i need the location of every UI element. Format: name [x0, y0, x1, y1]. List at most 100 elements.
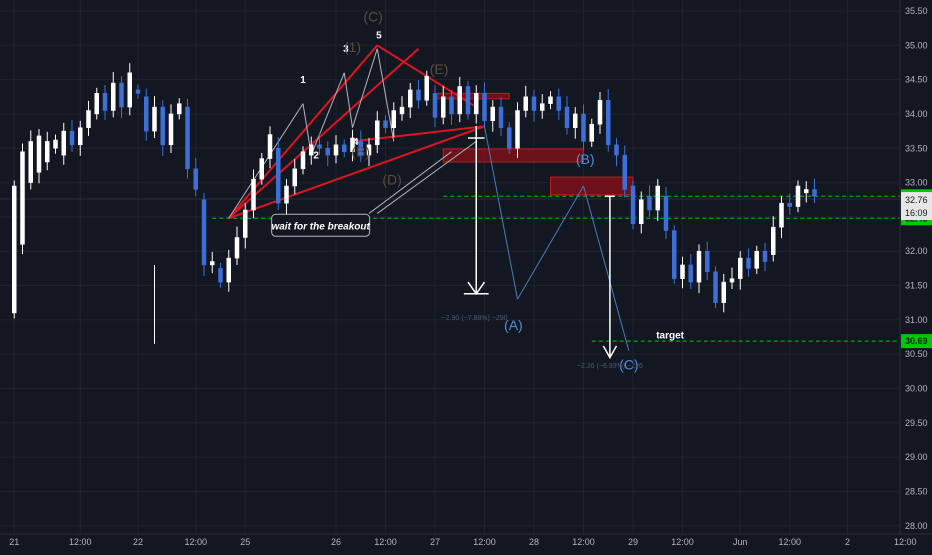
- price-tag: [901, 334, 932, 349]
- resistance-zone: [550, 176, 634, 196]
- time-tick-label: 12:00: [671, 537, 694, 547]
- wave-label-c: (C): [619, 356, 638, 372]
- trend-line-wedge-lower: [352, 125, 485, 143]
- price-axis-bg: [900, 0, 932, 550]
- price-tick-label: 28.00: [905, 521, 928, 531]
- candle-body: [457, 86, 462, 115]
- grid: [0, 0, 906, 534]
- time-tick-label: 12:00: [778, 537, 801, 547]
- countdown-label: 16:09: [905, 208, 928, 218]
- candle-body: [391, 110, 396, 128]
- time-tick-label: 12:00: [184, 537, 207, 547]
- candle-body: [548, 96, 553, 104]
- callout-leader: [376, 140, 477, 214]
- wave-line: [228, 103, 304, 219]
- time-tick-label: 21: [9, 537, 19, 547]
- candle-body: [259, 158, 264, 180]
- candle-body: [564, 106, 570, 128]
- wave-line: [352, 48, 378, 128]
- measure-arrow-1-top: [468, 126, 485, 145]
- measure-label-2: −2.26 (−6.93%) −226: [577, 363, 643, 370]
- candle-body: [531, 96, 537, 111]
- wave-line: [376, 48, 395, 142]
- candle-body: [226, 257, 231, 283]
- candle-body: [416, 89, 421, 101]
- time-tick-label: 12:00: [473, 537, 496, 547]
- candle-body: [498, 106, 504, 128]
- candle-body: [399, 106, 405, 115]
- candle-body: [309, 144, 314, 156]
- price-tick-label: 34.50: [905, 75, 928, 85]
- price-tick-label: 29.00: [905, 452, 928, 462]
- candle-body: [276, 148, 281, 204]
- candle-body: [12, 185, 17, 314]
- candle-body: [111, 82, 116, 111]
- current-price-label: 32.76: [905, 195, 928, 205]
- candle-body: [795, 185, 801, 207]
- candle-body: [474, 93, 479, 115]
- price-tick-label: 31.00: [905, 315, 928, 325]
- candle-body: [622, 154, 627, 190]
- price-tag-label: 30.69: [905, 336, 928, 346]
- candle-body: [482, 93, 487, 122]
- candle-body: [655, 185, 660, 211]
- candle-body: [119, 82, 124, 108]
- candle-body: [45, 141, 50, 163]
- candle-body: [556, 96, 561, 111]
- price-tick-label: 35.00: [905, 40, 928, 50]
- candle-body: [102, 93, 108, 111]
- candle-body: [366, 144, 372, 156]
- time-tick-label: 12:00: [374, 537, 397, 547]
- candle-body: [663, 196, 669, 231]
- candle-body: [160, 106, 165, 146]
- candle-body: [86, 110, 91, 128]
- candle-body: [779, 202, 784, 228]
- wave-label-paren-d: (D): [382, 172, 401, 188]
- candle-body: [540, 103, 545, 111]
- price-tick-label: 34.00: [905, 109, 928, 119]
- candle-body: [94, 93, 99, 115]
- wave-line: [343, 72, 353, 128]
- candle-body: [812, 189, 817, 197]
- candle-body: [20, 151, 25, 245]
- candle-body: [787, 202, 792, 207]
- candle-body: [28, 141, 33, 183]
- candle-body: [218, 268, 223, 283]
- candle-body: [36, 135, 42, 173]
- candle-body: [251, 178, 256, 211]
- price-tick-label: 30.00: [905, 383, 928, 393]
- abc-line: [484, 126, 518, 300]
- candle-body: [507, 127, 512, 149]
- candle-body: [350, 137, 355, 152]
- candle-body: [333, 144, 339, 156]
- wave-label-5: 5: [376, 30, 382, 41]
- time-axis[interactable]: 21 12:00 22 12:00 25 26 12:00 27 12:00 28 12:00 29 1…: [0, 533, 932, 550]
- time-tick-label: 2: [845, 537, 850, 547]
- candle-body: [127, 72, 132, 108]
- price-tick-label: 28.50: [905, 486, 928, 496]
- wave-label-3: 3: [343, 44, 349, 55]
- wave-label-2: 2: [313, 151, 319, 162]
- resistance-zone: [434, 92, 510, 100]
- candle-body: [243, 209, 248, 238]
- time-axis-bg: [0, 534, 932, 550]
- candle-body: [69, 130, 75, 146]
- candle-body: [53, 139, 58, 149]
- price-axis[interactable]: 35.5035.0034.5034.0033.5033.0032.5032.00…: [899, 0, 932, 550]
- candle-body: [589, 123, 594, 142]
- candle-body: [614, 144, 619, 156]
- candle-body: [721, 281, 726, 303]
- time-tick-label: 12:00: [572, 537, 595, 547]
- annotation-labels: 12345(1)(C)(E)(B)(D)(A)(B)(C)target−2.90…: [300, 8, 684, 372]
- abc-line: [583, 185, 630, 351]
- trend-line-lower: [228, 125, 485, 220]
- price-tick-label: 29.50: [905, 418, 928, 428]
- candle-body: [168, 113, 174, 146]
- time-tick-label: 12:00: [894, 537, 917, 547]
- candles: [12, 63, 817, 344]
- time-tick-label: Jun: [733, 537, 748, 547]
- candle-body: [358, 141, 363, 156]
- current-price-tag: [901, 192, 932, 221]
